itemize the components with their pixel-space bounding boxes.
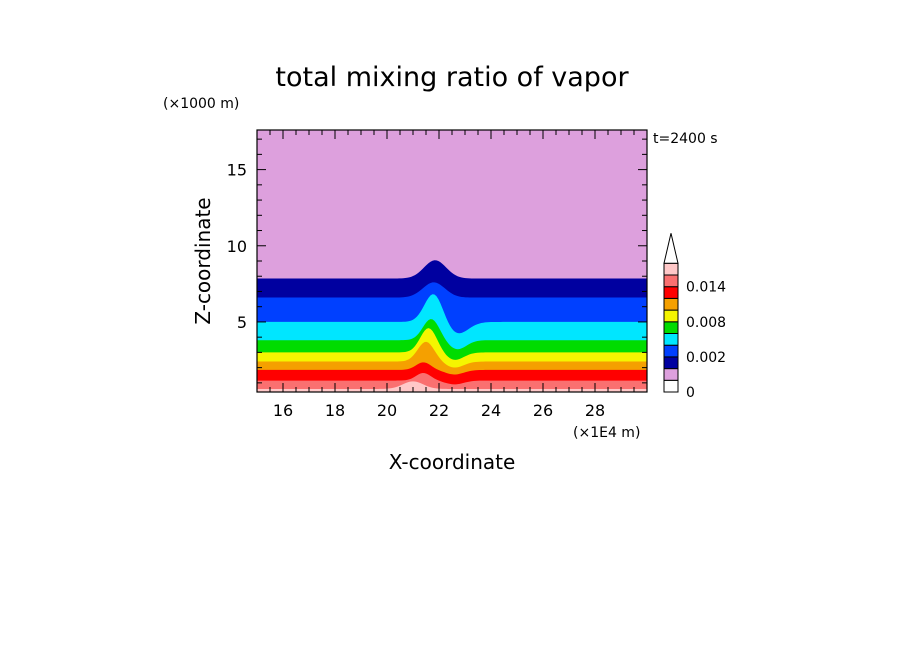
colorbar [663,233,679,393]
x-tick-label: 22 [429,401,449,420]
colorbar-tick-label: 0.008 [686,315,726,331]
x-tick-label: 16 [273,401,293,420]
x-axis-label: X-coordinate [389,450,516,474]
x-tick-label: 24 [481,401,501,420]
x-tick-label: 20 [377,401,397,420]
colorbar-extend-arrow [663,233,679,264]
x-unit-label: (×1E4 m) [573,425,640,441]
contour-band-1 [257,373,647,392]
colorbar-segment [663,297,679,311]
colorbar-tick-label: 0.002 [686,350,726,366]
contour-band-0 [257,381,647,392]
x-tick-label: 18 [325,401,345,420]
colorbar-tick-label: 0.014 [686,280,726,296]
y-tick-label: 15 [227,161,247,180]
x-tick-label: 26 [533,401,553,420]
colorbar-segment [663,344,679,358]
x-tick-labels: 16 18 20 22 24 26 28 [273,401,605,420]
y-unit-label: (×1000 m) [163,96,239,112]
y-tick-labels: 5 10 15 [227,161,247,332]
colorbar-segment [663,286,679,299]
colorbar-segment [663,356,679,370]
y-tick-label: 10 [227,237,247,256]
time-label: t=2400 s [653,131,718,147]
colorbar-tick-labels: 0 0.002 0.008 0.014 [686,280,726,401]
chart-title: total mixing ratio of vapor [275,62,629,93]
colorbar-segment [663,321,679,334]
colorbar-segment [663,368,679,381]
y-axis-label: Z-coordinate [191,197,215,324]
axis-ticks [257,130,647,392]
colorbar-tick-label: 0 [686,385,695,401]
colorbar-segment [663,309,679,323]
contour-bands [257,130,647,392]
colorbar-segment [663,333,679,346]
x-tick-label: 28 [585,401,605,420]
y-tick-label: 5 [237,313,247,332]
colorbar-segment [663,262,679,276]
colorbar-segment [663,274,679,288]
colorbar-segment [663,379,679,393]
